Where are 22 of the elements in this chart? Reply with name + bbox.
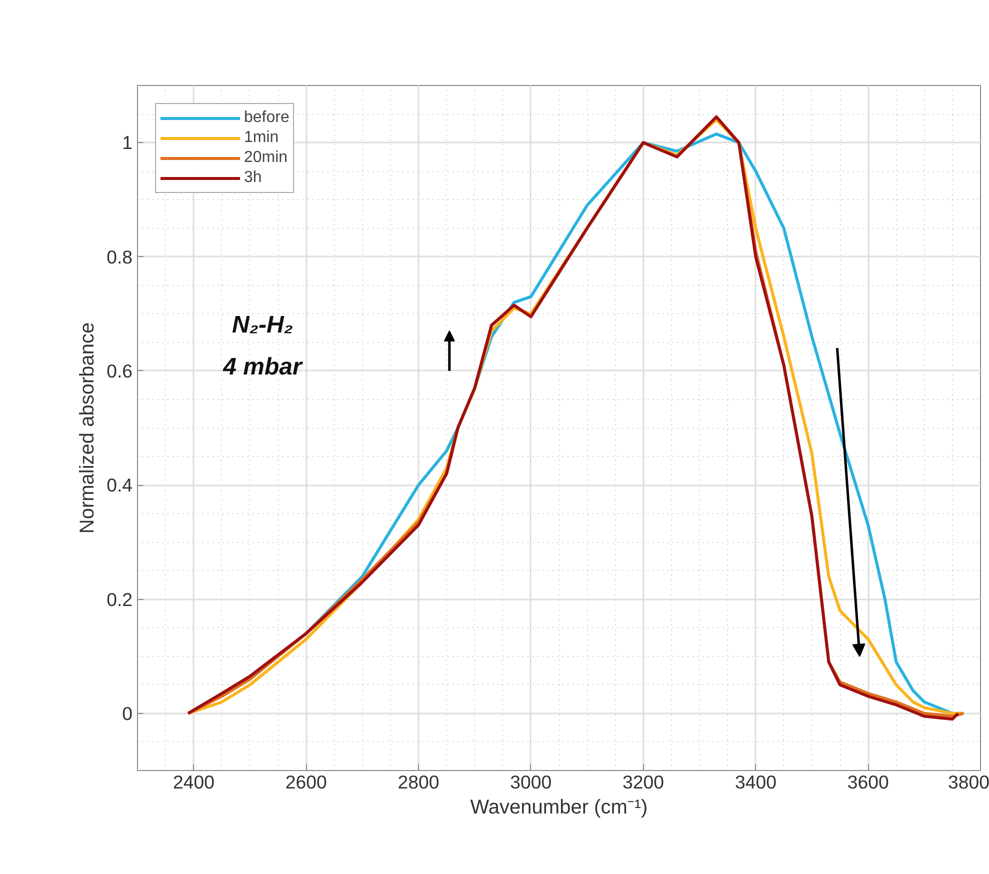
- x-tick-label: 3800: [948, 772, 989, 792]
- annotation: 4 mbar: [222, 354, 304, 380]
- x-axis-title: Wavenumber (cm⁻¹): [470, 796, 648, 818]
- y-axis-title: Normalized absorbance: [76, 322, 99, 534]
- legend-label: before: [244, 109, 290, 127]
- y-tick-label: 0.8: [106, 246, 133, 268]
- x-tick-label: 2400: [172, 772, 214, 792]
- annotation: N₂-H₂: [232, 312, 293, 338]
- y-tick-label: 0: [122, 702, 133, 724]
- x-tick-label: 2600: [285, 772, 327, 792]
- y-tick-label: 0.6: [106, 360, 133, 382]
- y-tick-label: 1: [122, 132, 133, 154]
- x-tick-label: 3000: [510, 772, 552, 792]
- y-tick-label: 0.4: [106, 474, 133, 496]
- x-tick-label: 3200: [622, 772, 664, 792]
- legend-label: 3h: [244, 169, 263, 187]
- x-tick-label: 3400: [734, 772, 776, 792]
- x-tick-label: 2800: [398, 772, 440, 792]
- y-tick-label: 0.2: [106, 588, 133, 610]
- x-tick-label: 3600: [847, 772, 889, 792]
- legend-label: 1min: [244, 129, 279, 147]
- legend-label: 20min: [244, 149, 288, 167]
